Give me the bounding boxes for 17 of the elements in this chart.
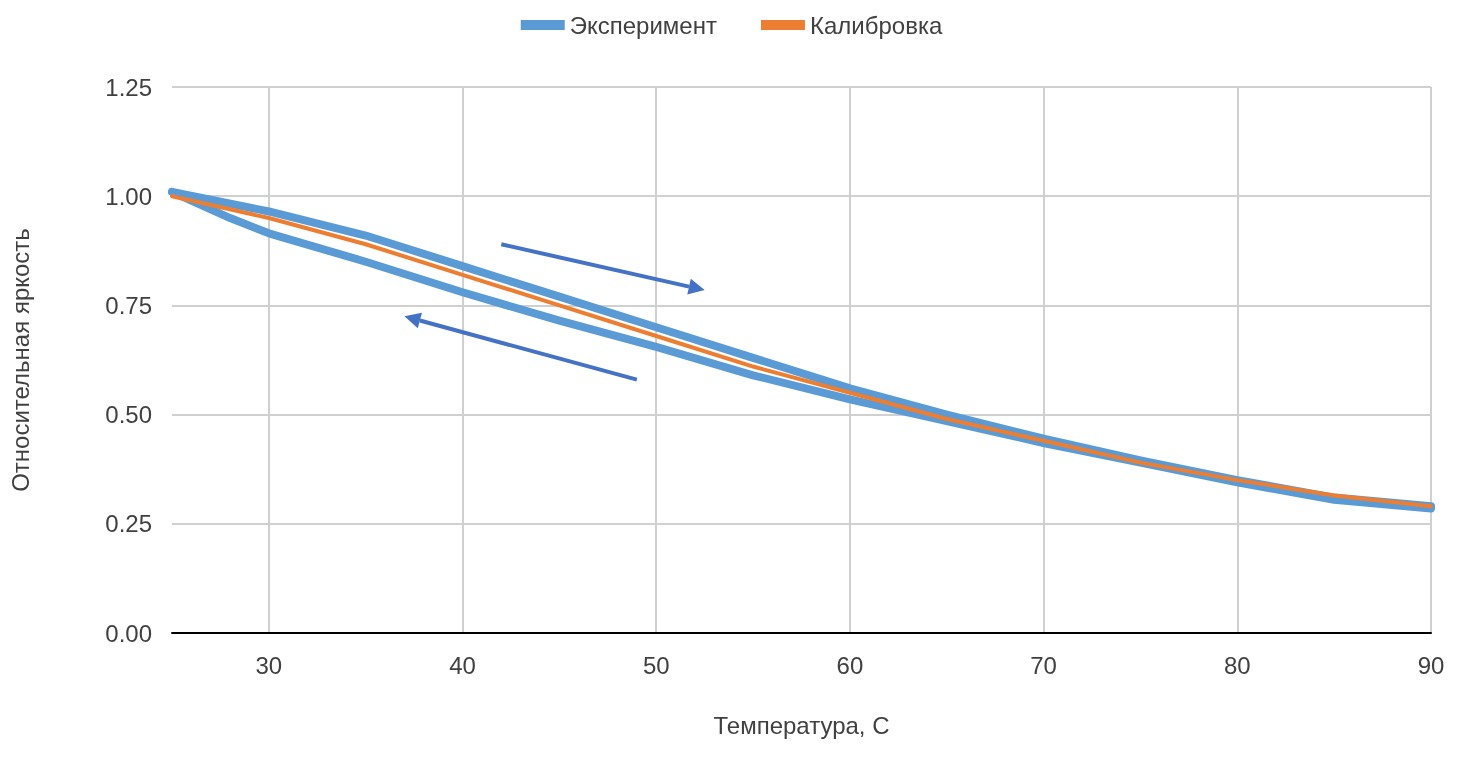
x-tick-label: 30	[255, 651, 283, 679]
x-tick-label: 80	[1223, 651, 1251, 679]
y-tick-label: 0.00	[105, 619, 152, 647]
legend-label: Эксперимент	[569, 11, 717, 39]
x-tick-label: 60	[836, 651, 864, 679]
x-tick-label: 40	[449, 651, 476, 679]
y-tick-label: 0.75	[105, 291, 152, 319]
legend-label: Калибровка	[809, 11, 943, 39]
y-axis-title: Относительная яркость	[6, 228, 34, 492]
x-tick-label: 50	[642, 651, 670, 679]
y-tick-label: 1.00	[105, 182, 152, 210]
x-axis-title: Температура, С	[713, 711, 890, 739]
y-tick-label: 0.25	[105, 510, 152, 538]
x-tick-label: 90	[1417, 651, 1445, 679]
y-tick-label: 1.25	[105, 73, 152, 101]
y-tick-label: 0.50	[105, 401, 152, 429]
x-tick-label: 70	[1030, 651, 1057, 679]
